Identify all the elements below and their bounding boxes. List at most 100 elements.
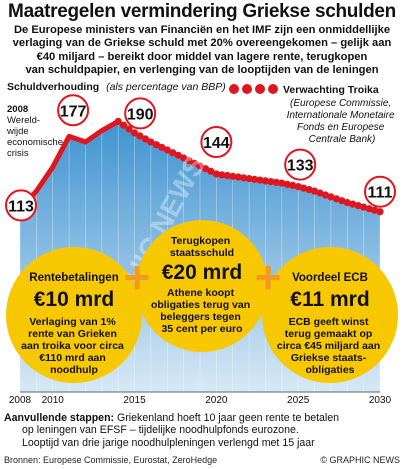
legend-dot: [255, 84, 265, 94]
measure-desc: circa €45 miljard aan: [277, 340, 380, 352]
yellow-bubble: [262, 247, 398, 383]
plus-icon: +: [124, 251, 151, 303]
projection-dot: [365, 205, 373, 213]
measure-desc: aan troika voor circa: [21, 340, 124, 352]
chart-title: Schuldverhouding: [7, 81, 99, 93]
point-label-circle: [57, 94, 90, 127]
x-tick-label: 2008: [9, 395, 32, 405]
crisis-annotation: 2008 Wereld- wijde economische crisis: [6, 104, 66, 159]
chart-panel: Schuldverhouding (als percentage van BBP…: [4, 80, 400, 405]
projection-dot: [174, 151, 182, 159]
intro-line: van schuldpapier, en verlenging van de l…: [25, 64, 379, 77]
point-label-2025: 133: [284, 148, 317, 181]
projection-dot: [370, 206, 379, 214]
point-label-2014: 190: [124, 97, 157, 130]
projection-dot: [343, 199, 351, 207]
intro-text: De Europese ministers van Financiën en h…: [4, 24, 400, 78]
projection-dot: [136, 132, 144, 140]
point-label-circle: [200, 126, 233, 158]
legend-dot: [229, 84, 239, 94]
measure-desc: ECB geeft winst: [289, 316, 369, 328]
measure-desc: Athene koopt: [167, 287, 235, 299]
projection-dot: [223, 171, 231, 180]
svg-text:Verlaging van 1% rente: Verlaging van 1% rente van Grieken aan t…: [21, 316, 127, 376]
sources: Bronnen: Europese Commissie, Eurostat, Z…: [4, 455, 218, 465]
legend: Verwachting Troika (Europese Commissie, …: [229, 84, 398, 145]
annotation-line: crisis: [7, 148, 29, 159]
svg-text:Terugkopen staatsschul: Terugkopen staatsschuld: [170, 235, 234, 259]
measure-voordeel-ecb: Voordeel ECB €11 mrd ECB geeft winst ter…: [262, 247, 398, 383]
legend-sub: Centrale Bank): [309, 134, 376, 145]
projection-dot: [354, 202, 362, 210]
projection-dot: [185, 157, 193, 165]
point-label-value: 111: [368, 185, 393, 202]
measure-desc: obligaties: [305, 364, 354, 376]
projection-dot: [201, 165, 210, 173]
legend-sub: Fonds en Europese: [297, 122, 385, 133]
projection-dot: [310, 187, 319, 195]
point-label-2011: 177: [57, 94, 90, 127]
measure-desc: beleggers tegen: [160, 311, 241, 323]
legend-dot: [268, 84, 278, 94]
projection-dot: [190, 159, 199, 167]
measure-desc: noodhulp: [50, 364, 98, 376]
projection-dot: [349, 200, 357, 208]
point-label-value: 113: [8, 198, 34, 215]
intro-line: verlaging van de Griekse schuld met 20% …: [12, 37, 392, 50]
footer-notes: Aanvullende stappen: Griekenland hoeft 1…: [4, 412, 400, 449]
x-tick-label: 2020: [205, 395, 228, 405]
projection-dot: [321, 191, 330, 199]
projection-dot: [283, 180, 291, 188]
annotation-line: Wereld-: [7, 115, 40, 126]
point-label-circle: [284, 148, 317, 181]
point-label-value: 144: [203, 135, 230, 152]
point-label-2030: 111: [364, 175, 396, 208]
plus-icon: +: [255, 251, 282, 303]
projection-dot: [327, 193, 335, 201]
projection-dot: [158, 143, 166, 151]
projection-dot: [305, 186, 313, 194]
point-label-2020: 144: [200, 126, 233, 158]
legend-dot: [242, 84, 252, 94]
measure-desc: obligaties terug van: [151, 299, 250, 311]
point-label-circle: [364, 175, 396, 208]
projection-dot: [229, 172, 237, 180]
point-label-value: 190: [127, 106, 154, 123]
measure-rentebetalingen: Rentebetalingen €10 mrd Verlaging van 1%…: [6, 247, 142, 383]
measure-heading: Rentebetalingen: [29, 272, 118, 284]
projection-series-dots: [114, 117, 384, 216]
projection-dot: [147, 138, 155, 146]
svg-text:(Europese Commissie, I: (Europese Commissie, Internationale Mone…: [287, 98, 398, 145]
projection-dot: [120, 121, 128, 129]
debt-ratio-chart: Schuldverhouding (als percentage van BBP…: [5, 81, 398, 405]
credit: © GRAPHIC NEWS: [320, 455, 400, 465]
projection-dot: [212, 170, 220, 178]
measure-amount: €20 mrd: [162, 261, 243, 284]
chart-subtitle: (als percentage van BBP): [106, 81, 226, 93]
projection-dot: [218, 171, 226, 179]
projection-dot: [300, 184, 308, 192]
projection-dot: [141, 135, 150, 143]
point-label-circle: [124, 97, 157, 130]
svg-text:ECB geeft winst terug: ECB geeft winst terug gemaakt op circa €…: [277, 316, 383, 376]
projection-dot: [278, 179, 286, 187]
annotation-line: economische: [7, 137, 63, 148]
projection-dot: [125, 125, 133, 133]
projection-dot: [272, 178, 280, 186]
svg-text:Athene koopt obligatie: Athene koopt obligaties terug van belegg…: [151, 287, 253, 335]
legend-label: Verwachting Troika: [283, 84, 379, 96]
footer-line: Griekenland hoeft 10 jaar geen rente te …: [117, 412, 340, 424]
page-title: Maatregelen vermindering Griekse schulde…: [8, 1, 396, 22]
measure-desc: Verlaging van 1%: [29, 316, 116, 328]
yellow-bubble: [136, 220, 268, 352]
intro-line: €40 miljard – bereikt door middel van la…: [36, 50, 368, 63]
projection-dot: [234, 173, 242, 181]
projection-dot: [169, 149, 177, 157]
intro-line: De Europese ministers van Financiën en h…: [13, 24, 391, 36]
projection-dot: [207, 167, 215, 175]
measure-heading: Terugkopen: [171, 235, 230, 247]
x-tick-label: 2025: [287, 395, 310, 405]
legend-sub: Internationale Monetaire: [287, 110, 395, 121]
measure-amount: €10 mrd: [34, 288, 115, 311]
annotation-year: 2008: [7, 104, 28, 115]
